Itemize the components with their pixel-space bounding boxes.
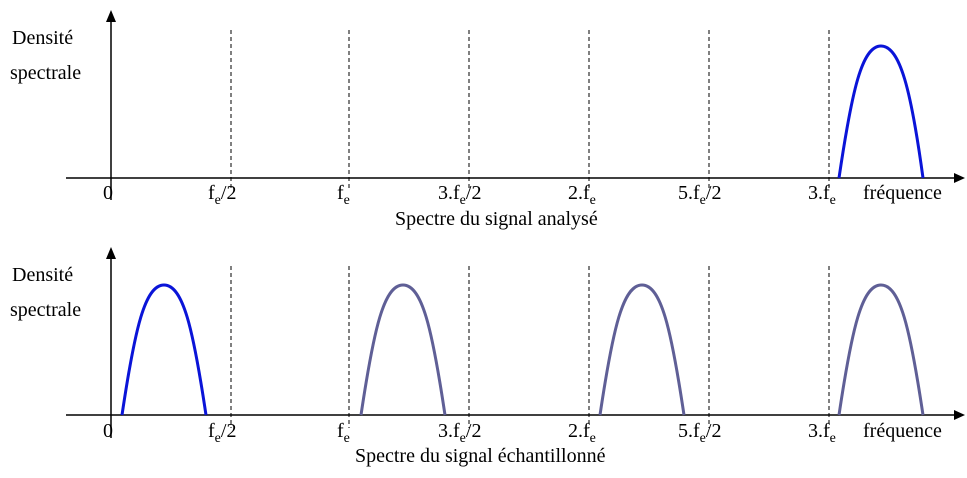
tick-label-fe: fe [337,420,350,446]
y-label-line2: spectrale [10,62,81,84]
spectrum-lobe-alias-3 [837,283,925,416]
panel-echantillonne: Densité spectrale 0 fe/2 fe 3.fe/2 2.fe [10,247,965,467]
spectrum-lobe-original [837,44,925,179]
x-axis-label: fréquence [863,420,942,442]
tick-label-5fe-2: 5.fe/2 [678,420,721,446]
spectrum-lobe-base [120,283,208,416]
tick-label-3fe: 3.fe [808,182,836,208]
spectrum-lobe-alias-2 [598,283,686,416]
axes [66,10,965,200]
gridlines [230,266,830,428]
panel-caption: Spectre du signal échantillonné [355,445,606,467]
y-axis-arrow [106,10,116,22]
y-label: Densité spectrale [10,264,81,321]
axes [66,247,965,438]
tick-label-fe-2: fe/2 [208,420,236,446]
spectrum-lobe-alias-1 [359,283,447,416]
tick-label-0: 0 [103,420,113,442]
gridlines [230,30,830,190]
tick-label-3fe-2: 3.fe/2 [438,420,481,446]
tick-label-2fe: 2.fe [568,420,596,446]
tick-label-5fe-2: 5.fe/2 [678,182,721,208]
panel-analyse: Densité spectrale 0 fe/2 fe 3.fe/2 2.fe … [10,10,965,230]
tick-label-3fe: 3.fe [808,420,836,446]
y-label-line2: spectrale [10,299,81,321]
x-tick-labels: 0 fe/2 fe 3.fe/2 2.fe 5.fe/2 3.fe [103,182,836,208]
y-axis-arrow [106,247,116,259]
x-tick-labels: 0 fe/2 fe 3.fe/2 2.fe 5.fe/2 3.fe [103,420,836,446]
panel-caption: Spectre du signal analysé [395,208,598,230]
y-label-line1: Densité [12,264,73,286]
tick-label-3fe-2: 3.fe/2 [438,182,481,208]
x-axis-arrow [954,173,965,183]
x-axis-arrow [954,410,965,420]
tick-label-0: 0 [103,182,113,204]
x-axis-label: fréquence [863,182,942,204]
tick-label-fe: fe [337,182,350,208]
y-label-line1: Densité [12,27,73,49]
y-label: Densité spectrale [10,27,81,84]
tick-label-fe-2: fe/2 [208,182,236,208]
tick-label-2fe: 2.fe [568,182,596,208]
